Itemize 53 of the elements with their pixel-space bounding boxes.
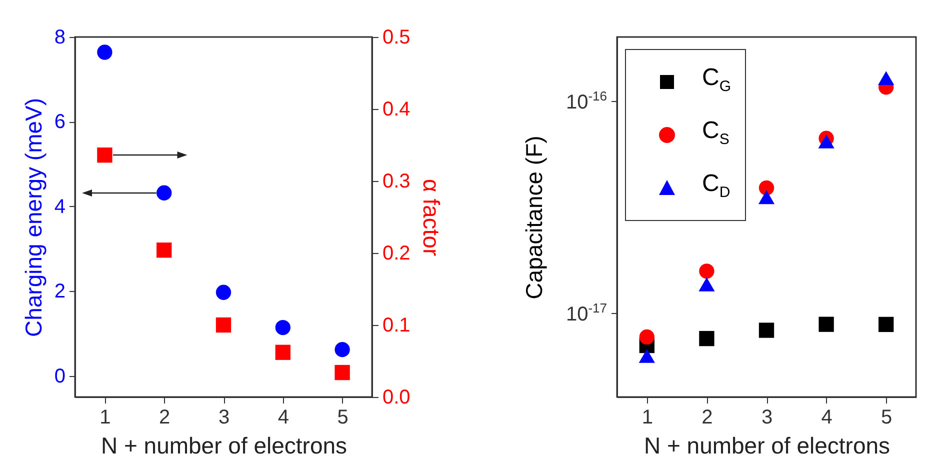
point bbox=[818, 316, 834, 332]
y-tick-label: 4 bbox=[54, 196, 66, 218]
point bbox=[97, 44, 112, 60]
point bbox=[216, 284, 232, 300]
y2-tick-label: 0.1 bbox=[382, 314, 410, 336]
x-tick-label: 4 bbox=[278, 406, 289, 428]
y-tick-label: 0 bbox=[54, 365, 66, 388]
x-tick-label: 3 bbox=[218, 406, 230, 428]
point bbox=[699, 264, 714, 279]
legend-label: C$_{S}$ bbox=[702, 116, 730, 150]
x-tick-label: 3 bbox=[761, 406, 773, 428]
point bbox=[758, 190, 775, 204]
y2-tick-label: 0.2 bbox=[382, 242, 410, 264]
x-axis-title: N + number of electrons bbox=[100, 432, 348, 458]
y2-tick-label: 0.0 bbox=[382, 386, 410, 408]
x-tick-label: 2 bbox=[702, 406, 713, 428]
y2-axis-title: α factor bbox=[418, 178, 444, 256]
y2-tick-label: 0.4 bbox=[382, 98, 410, 120]
point bbox=[699, 330, 714, 346]
y-tick-label: 8 bbox=[54, 26, 66, 48]
point bbox=[758, 180, 774, 196]
y-tick-label: 10$^{-17}$ bbox=[566, 300, 607, 325]
x-tick-label: 5 bbox=[881, 406, 892, 428]
x-tick-label: 2 bbox=[159, 406, 170, 428]
point bbox=[698, 277, 715, 292]
point bbox=[758, 322, 774, 338]
x-axis-title: N + number of electrons bbox=[644, 432, 890, 458]
y-tick-label: 6 bbox=[54, 111, 66, 134]
point bbox=[878, 71, 894, 86]
point bbox=[156, 242, 172, 258]
x-tick-label: 1 bbox=[642, 406, 653, 428]
x-tick-label: 1 bbox=[100, 406, 111, 428]
y2-tick-label: 0.3 bbox=[382, 170, 410, 192]
point bbox=[818, 134, 834, 148]
y-axis-title: Charging energy (meV) bbox=[20, 98, 46, 338]
point bbox=[156, 185, 172, 200]
point bbox=[334, 364, 350, 380]
legend-label: C$_{G}$ bbox=[702, 63, 732, 97]
point bbox=[97, 147, 112, 163]
y-tick-label: 10$^{-16}$ bbox=[566, 88, 607, 114]
point bbox=[275, 320, 290, 336]
x-tick-label: 4 bbox=[821, 406, 832, 428]
point bbox=[334, 342, 350, 358]
point bbox=[216, 317, 232, 333]
y-axis-title: Capacitance (F) bbox=[521, 136, 547, 300]
point bbox=[878, 316, 894, 332]
point bbox=[639, 329, 654, 345]
y2-tick-label: 0.5 bbox=[382, 26, 410, 48]
legend-label: C$_{D}$ bbox=[702, 168, 730, 202]
point bbox=[275, 344, 290, 360]
x-tick-label: 5 bbox=[337, 406, 348, 428]
point bbox=[638, 348, 655, 363]
y-tick-label: 2 bbox=[54, 280, 66, 303]
